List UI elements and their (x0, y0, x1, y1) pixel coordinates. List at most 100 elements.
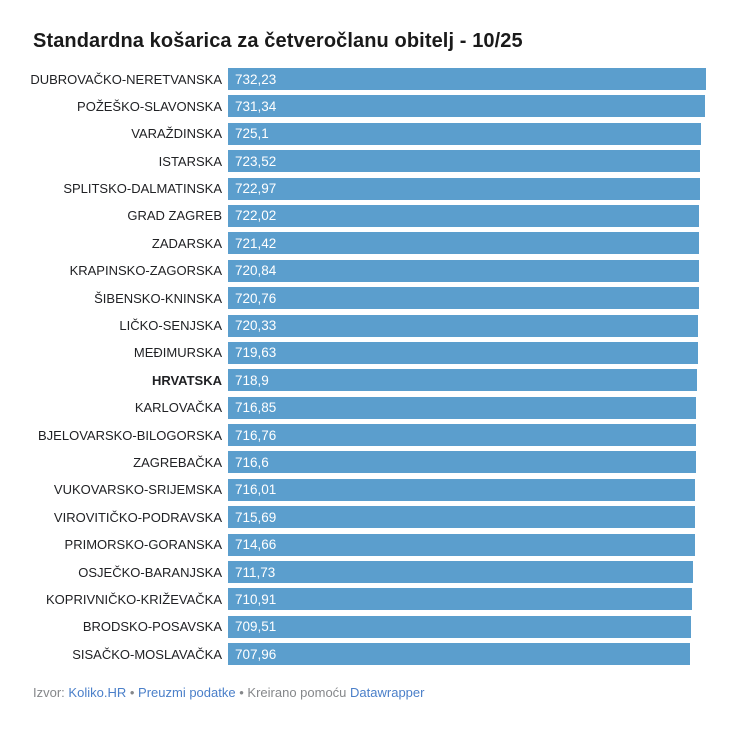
category-label: VARAŽDINSKA (131, 126, 222, 142)
bar-track: 707,96 (228, 643, 706, 666)
bar: 716,6 (228, 451, 696, 474)
bar-track: 716,01 (228, 478, 706, 501)
bar: 725,1 (228, 122, 702, 145)
bar: 716,01 (228, 478, 696, 501)
value-label: 723,52 (235, 153, 277, 169)
bar: 711,73 (228, 561, 693, 584)
bar-track: 714,66 (228, 533, 706, 556)
bar-row: KOPRIVNIČKO-KRIŽEVAČKA 710,91 (0, 588, 706, 611)
category-label: ZAGREBAČKA (133, 454, 222, 470)
bar-row: ŠIBENSKO-KNINSKA 720,76 (0, 287, 706, 310)
source-link[interactable]: Koliko.HR (68, 685, 127, 700)
category-label: MEĐIMURSKA (133, 345, 222, 361)
bar-track: 715,69 (228, 506, 706, 529)
category-label: SPLITSKO-DALMATINSKA (63, 181, 222, 197)
value-label: 720,76 (235, 290, 277, 306)
bar-row: VARAŽDINSKA 725,1 (0, 122, 706, 145)
bar-row: MEĐIMURSKA 719,63 (0, 341, 706, 364)
bar-track: 710,91 (228, 588, 706, 611)
value-label: 707,96 (235, 646, 277, 662)
bar-track: 732,23 (228, 68, 706, 90)
bar-row: KRAPINSKO-ZAGORSKA 720,84 (0, 259, 706, 282)
category-label: ŠIBENSKO-KNINSKA (94, 290, 222, 306)
bar-row: PRIMORSKO-GORANSKA 714,66 (0, 533, 706, 556)
value-label: 714,66 (235, 537, 277, 553)
value-label: 725,1 (235, 126, 269, 142)
bar-row: DUBROVAČKO-NERETVANSKA 732,23 (0, 68, 706, 90)
bar-row: VIROVITIČKO-PODRAVSKA 715,69 (0, 506, 706, 529)
bar-track: 720,33 (228, 314, 706, 337)
chart-title: Standardna košarica za četveročlanu obit… (33, 30, 523, 52)
value-label: 710,91 (235, 591, 277, 607)
value-label: 715,69 (235, 509, 277, 525)
bar: 710,91 (228, 588, 693, 611)
bar: 720,76 (228, 287, 699, 310)
value-label: 721,42 (235, 235, 277, 251)
bar: 716,76 (228, 424, 696, 447)
value-label: 720,84 (235, 263, 277, 279)
value-label: 711,73 (235, 564, 276, 580)
value-label: 722,02 (235, 208, 277, 224)
bar: 720,84 (228, 259, 699, 282)
bar-row: HRVATSKA 718,9 (0, 369, 706, 392)
bar: 716,85 (228, 396, 696, 419)
value-label: 719,63 (235, 345, 277, 361)
category-label: OSJEČKO-BARANJSKA (78, 564, 222, 580)
download-data-link[interactable]: Preuzmi podatke (138, 685, 236, 700)
category-label: BJELOVARSKO-BILOGORSKA (38, 427, 222, 443)
value-label: 709,51 (235, 619, 277, 635)
category-label: KARLOVAČKA (134, 400, 222, 416)
bar: 715,69 (228, 506, 696, 529)
bar-track: 719,63 (228, 341, 706, 364)
category-label: KRAPINSKO-ZAGORSKA (69, 263, 222, 279)
bar: 722,02 (228, 204, 700, 227)
bar: 731,34 (228, 95, 706, 118)
bar: 720,33 (228, 314, 699, 337)
datawrapper-link[interactable]: Datawrapper (350, 685, 425, 700)
bar-row: GRAD ZAGREB 722,02 (0, 204, 706, 227)
bar-track: 722,02 (228, 204, 706, 227)
bar: 714,66 (228, 533, 695, 556)
value-label: 718,9 (235, 372, 269, 388)
bar: 718,9 (228, 369, 698, 392)
bar: 723,52 (228, 150, 701, 173)
bar: 707,96 (228, 643, 691, 666)
bar: 721,42 (228, 232, 699, 255)
bar-row: ISTARSKA 723,52 (0, 150, 706, 173)
category-label: VUKOVARSKO-SRIJEMSKA (53, 482, 222, 498)
bar-chart: DUBROVAČKO-NERETVANSKA 732,23 POŽEŠKO-SLAV… (0, 68, 740, 671)
bar: 732,23 (228, 68, 706, 90)
bar-track: 716,6 (228, 451, 706, 474)
category-label: SISAČKO-MOSLAVAČKA (72, 646, 222, 662)
bar-track: 718,9 (228, 369, 706, 392)
category-label: PRIMORSKO-GORANSKA (64, 537, 222, 553)
value-label: 720,33 (235, 318, 277, 334)
bar-row: BRODSKO-POSAVSKA 709,51 (0, 615, 706, 638)
bar-track: 716,76 (228, 424, 706, 447)
bar-track: 731,34 (228, 95, 706, 118)
bar-track: 720,76 (228, 287, 706, 310)
bar-row: OSJEČKO-BARANJSKA 711,73 (0, 561, 706, 584)
bar-row: BJELOVARSKO-BILOGORSKA 716,76 (0, 424, 706, 447)
category-label: DUBROVAČKO-NERETVANSKA (30, 71, 222, 87)
bar-track: 711,73 (228, 561, 706, 584)
bar: 719,63 (228, 341, 698, 364)
bar-track: 716,85 (228, 396, 706, 419)
bar-row: SPLITSKO-DALMATINSKA 722,97 (0, 177, 706, 200)
category-label: LIČKO-SENJSKA (119, 318, 222, 334)
category-label: VIROVITIČKO-PODRAVSKA (53, 509, 222, 525)
category-label: ISTARSKA (158, 153, 222, 169)
bar-track: 709,51 (228, 615, 706, 638)
category-label: ZADARSKA (151, 235, 222, 251)
bar-track: 722,97 (228, 177, 706, 200)
bar-track: 721,42 (228, 232, 706, 255)
value-label: 731,34 (235, 98, 277, 114)
separator-dot: • (239, 685, 244, 700)
value-label: 722,97 (235, 181, 277, 197)
bar-track: 720,84 (228, 259, 706, 282)
category-label: KOPRIVNIČKO-KRIŽEVAČKA (45, 591, 222, 607)
bar-row: ZAGREBAČKA 716,6 (0, 451, 706, 474)
bar-row: VUKOVARSKO-SRIJEMSKA 716,01 (0, 478, 706, 501)
bar-track: 725,1 (228, 122, 706, 145)
separator-dot: • (129, 685, 135, 700)
